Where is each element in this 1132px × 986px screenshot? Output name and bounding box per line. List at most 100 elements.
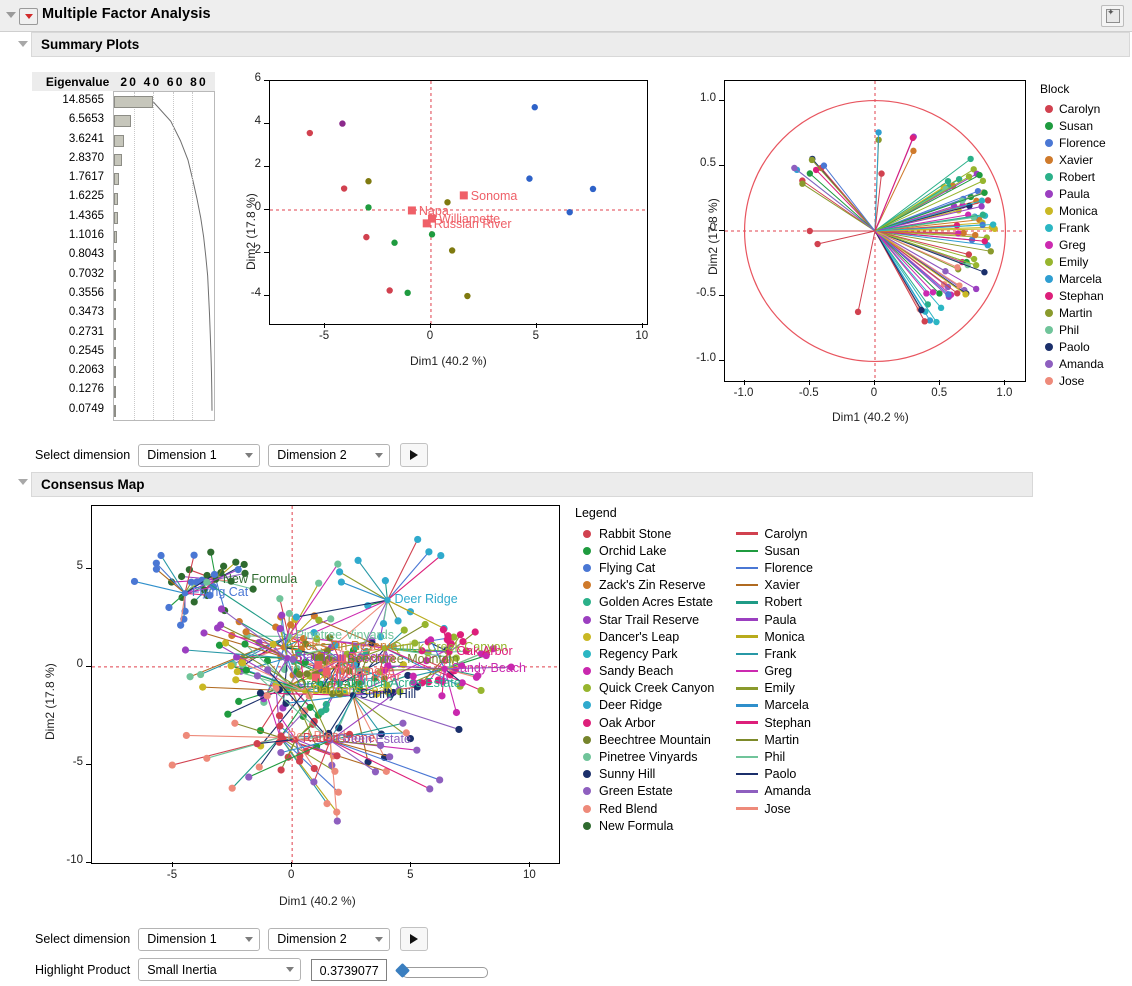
legend-product-item[interactable]: Golden Acres Estate bbox=[575, 594, 714, 611]
loading-vector[interactable] bbox=[874, 230, 937, 296]
legend-block-item[interactable]: Paolo bbox=[736, 766, 813, 783]
loading-vector[interactable] bbox=[874, 155, 974, 232]
legend-product-item[interactable]: Pinetree Vinyards bbox=[575, 748, 714, 765]
scatter-point[interactable] bbox=[464, 292, 471, 300]
legend-product-item[interactable]: Oak Arbor bbox=[575, 714, 714, 731]
legend-product-item[interactable]: Rabbit Stone bbox=[575, 525, 714, 542]
loading-vector[interactable] bbox=[799, 177, 876, 232]
product-star[interactable] bbox=[167, 548, 257, 615]
scatter-point[interactable] bbox=[531, 104, 538, 111]
legend-block-item[interactable]: Jose bbox=[736, 800, 813, 817]
apply-dimensions-button-bottom[interactable] bbox=[400, 927, 429, 951]
highlight-mode-select[interactable]: Small Inertia bbox=[138, 958, 302, 981]
loading-vector[interactable] bbox=[874, 230, 925, 314]
product-star[interactable] bbox=[245, 655, 444, 825]
summary-plots-disclosure-icon[interactable] bbox=[18, 41, 28, 47]
legend-block-item[interactable]: Monica bbox=[736, 628, 813, 645]
loading-vector[interactable] bbox=[874, 230, 988, 245]
loading-vector[interactable] bbox=[874, 230, 979, 239]
block-legend-item[interactable]: Robert bbox=[1038, 168, 1132, 185]
loading-vector[interactable] bbox=[812, 166, 876, 232]
legend-block-item[interactable]: Marcela bbox=[736, 697, 813, 714]
legend-block-item[interactable]: Amanda bbox=[736, 783, 813, 800]
legend-product-item[interactable]: Deer Ridge bbox=[575, 697, 714, 714]
group-marker[interactable] bbox=[322, 667, 331, 676]
legend-product-item[interactable]: Beechtree Mountain bbox=[575, 731, 714, 748]
loading-vector[interactable] bbox=[874, 203, 985, 232]
legend-product-item[interactable]: Star Trail Reserve bbox=[575, 611, 714, 628]
loading-vector[interactable] bbox=[806, 227, 875, 235]
loading-vector[interactable] bbox=[799, 180, 876, 232]
loading-vector[interactable] bbox=[874, 197, 986, 232]
threshold-slider[interactable] bbox=[395, 962, 489, 978]
loading-vector[interactable] bbox=[874, 170, 885, 232]
block-legend-item[interactable]: Emily bbox=[1038, 253, 1132, 270]
scatter-point[interactable] bbox=[526, 175, 533, 182]
legend-block-item[interactable]: Florence bbox=[736, 559, 813, 576]
legend-product-item[interactable]: Quick Creek Canyon bbox=[575, 680, 714, 697]
correlation-circle-plot[interactable] bbox=[724, 80, 1026, 382]
loading-vector[interactable] bbox=[874, 129, 882, 232]
loading-vector[interactable] bbox=[874, 177, 952, 232]
loading-vector[interactable] bbox=[874, 230, 988, 276]
legend-block-item[interactable]: Robert bbox=[736, 594, 813, 611]
legend-product-item[interactable]: Zack's Zin Reserve bbox=[575, 577, 714, 594]
block-legend-item[interactable]: Jose bbox=[1038, 372, 1132, 389]
scatter-point[interactable] bbox=[428, 231, 436, 238]
scatter-point[interactable] bbox=[339, 120, 346, 127]
loading-vector[interactable] bbox=[874, 230, 969, 298]
group-marker[interactable] bbox=[338, 654, 347, 663]
scatter-point[interactable] bbox=[566, 208, 573, 216]
block-legend-item[interactable]: Greg bbox=[1038, 236, 1132, 253]
legend-product-item[interactable]: New Formula bbox=[575, 817, 714, 834]
loading-vector[interactable] bbox=[874, 230, 963, 289]
legend-product-item[interactable]: Dancer's Leap bbox=[575, 628, 714, 645]
loading-vector[interactable] bbox=[874, 230, 930, 297]
legend-product-item[interactable]: Regency Park bbox=[575, 645, 714, 662]
block-legend-item[interactable]: Susan bbox=[1038, 117, 1132, 134]
legend-block-item[interactable]: Xavier bbox=[736, 577, 813, 594]
loading-vector[interactable] bbox=[874, 171, 983, 232]
loading-vector[interactable] bbox=[874, 211, 987, 232]
block-legend-item[interactable]: Martin bbox=[1038, 304, 1132, 321]
group-representation-plot[interactable]: Sonoma Napa Williamette Russian River bbox=[269, 80, 648, 325]
scatter-point[interactable] bbox=[340, 185, 348, 192]
legend-block-item[interactable]: Susan bbox=[736, 542, 813, 559]
block-legend-item[interactable]: Marcela bbox=[1038, 270, 1132, 287]
product-star[interactable] bbox=[418, 626, 479, 687]
loading-vector[interactable] bbox=[874, 189, 988, 232]
loading-vector[interactable] bbox=[806, 170, 876, 232]
loading-vector[interactable] bbox=[874, 221, 997, 232]
consensus-map-plot[interactable]: New Formula Flying Cat Pinetree Vinyards Za… bbox=[91, 505, 560, 864]
scatter-point[interactable] bbox=[444, 199, 451, 206]
legend-product-item[interactable]: Flying Cat bbox=[575, 559, 714, 576]
dimension-y-select-bottom[interactable]: Dimension 2 bbox=[268, 927, 391, 951]
loading-vector[interactable] bbox=[808, 156, 876, 232]
legend-product-item[interactable]: Orchid Lake bbox=[575, 542, 714, 559]
threshold-value-field[interactable]: 0.3739077 bbox=[311, 958, 388, 981]
legend-product-item[interactable]: Green Estate bbox=[575, 783, 714, 800]
group-marker[interactable] bbox=[407, 206, 416, 215]
group-marker[interactable] bbox=[422, 219, 431, 228]
product-star[interactable] bbox=[130, 551, 242, 629]
scatter-point[interactable] bbox=[365, 204, 372, 211]
window-disclosure-triangle-icon[interactable] bbox=[6, 12, 16, 18]
scatter-point[interactable] bbox=[363, 233, 370, 241]
scatter-point[interactable] bbox=[365, 178, 372, 185]
group-marker[interactable] bbox=[311, 673, 320, 682]
legend-block-item[interactable]: Paula bbox=[736, 611, 813, 628]
legend-block-item[interactable]: Carolyn bbox=[736, 525, 813, 542]
loading-vector[interactable] bbox=[874, 230, 980, 269]
section-header-consensus-map[interactable]: Consensus Map bbox=[31, 472, 1033, 497]
block-legend-item[interactable]: Phil bbox=[1038, 321, 1132, 338]
red-triangle-menu-icon[interactable] bbox=[19, 8, 38, 25]
loading-vector[interactable] bbox=[814, 230, 876, 248]
legend-block-item[interactable]: Phil bbox=[736, 748, 813, 765]
block-legend-item[interactable]: Paolo bbox=[1038, 338, 1132, 355]
block-legend-item[interactable]: Paula bbox=[1038, 185, 1132, 202]
loading-vector[interactable] bbox=[874, 173, 973, 232]
scatter-point[interactable] bbox=[306, 129, 314, 137]
loading-vector[interactable] bbox=[874, 147, 917, 232]
block-legend-item[interactable]: Stephan bbox=[1038, 287, 1132, 304]
window-pin-icon[interactable] bbox=[1101, 5, 1124, 27]
